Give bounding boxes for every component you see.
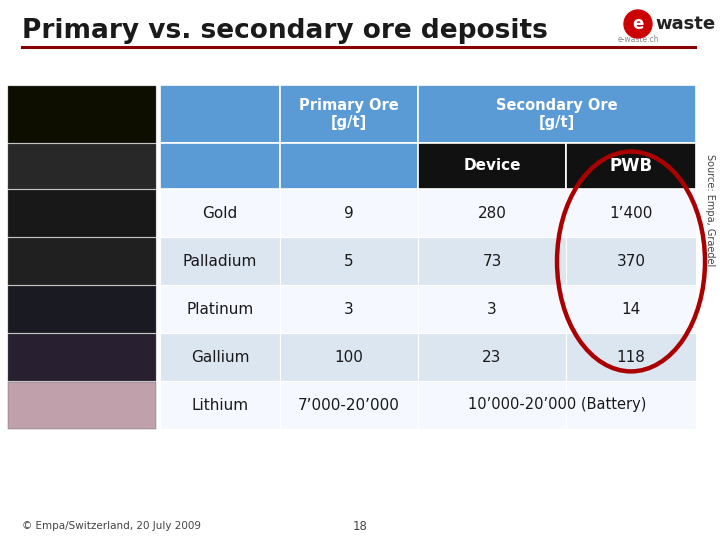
FancyBboxPatch shape	[160, 333, 280, 381]
Text: Palladium: Palladium	[183, 253, 257, 268]
Text: 73: 73	[482, 253, 502, 268]
Text: waste: waste	[655, 15, 715, 33]
FancyBboxPatch shape	[280, 189, 418, 237]
Text: 18: 18	[353, 519, 367, 532]
FancyBboxPatch shape	[8, 144, 156, 189]
Text: 370: 370	[616, 253, 646, 268]
FancyBboxPatch shape	[280, 381, 418, 429]
FancyBboxPatch shape	[418, 189, 566, 237]
FancyBboxPatch shape	[418, 85, 696, 143]
Text: 7’000-20’000: 7’000-20’000	[298, 397, 400, 413]
Text: 3: 3	[487, 301, 497, 316]
Text: Gallium: Gallium	[191, 349, 249, 364]
Text: 10’000-20’000 (Battery): 10’000-20’000 (Battery)	[468, 397, 646, 413]
FancyBboxPatch shape	[418, 237, 566, 285]
FancyBboxPatch shape	[160, 85, 280, 143]
FancyBboxPatch shape	[8, 382, 156, 429]
Text: 100: 100	[335, 349, 364, 364]
Text: e-waste.ch: e-waste.ch	[617, 35, 659, 44]
Text: 23: 23	[482, 349, 502, 364]
Text: Platinum: Platinum	[186, 301, 253, 316]
FancyBboxPatch shape	[280, 285, 418, 333]
FancyBboxPatch shape	[566, 143, 696, 189]
Text: 5: 5	[344, 253, 354, 268]
Text: 118: 118	[616, 349, 645, 364]
FancyBboxPatch shape	[280, 333, 418, 381]
Text: Lithium: Lithium	[192, 397, 248, 413]
FancyBboxPatch shape	[566, 237, 696, 285]
FancyBboxPatch shape	[160, 143, 280, 189]
FancyBboxPatch shape	[418, 143, 566, 189]
FancyBboxPatch shape	[160, 381, 280, 429]
Text: PWB: PWB	[609, 157, 652, 175]
FancyBboxPatch shape	[566, 189, 696, 237]
Text: e: e	[632, 15, 644, 33]
FancyBboxPatch shape	[418, 333, 566, 381]
FancyBboxPatch shape	[280, 85, 418, 143]
FancyBboxPatch shape	[418, 381, 566, 429]
Text: Source: Empa, Graedel: Source: Empa, Graedel	[705, 154, 715, 266]
Text: Primary Ore
[g/t]: Primary Ore [g/t]	[299, 98, 399, 130]
FancyBboxPatch shape	[160, 237, 280, 285]
FancyBboxPatch shape	[566, 285, 696, 333]
FancyBboxPatch shape	[160, 189, 280, 237]
Text: Secondary Ore
[g/t]: Secondary Ore [g/t]	[496, 98, 618, 130]
FancyBboxPatch shape	[418, 285, 566, 333]
FancyBboxPatch shape	[160, 285, 280, 333]
Text: © Empa/Switzerland, 20 July 2009: © Empa/Switzerland, 20 July 2009	[22, 521, 201, 531]
FancyBboxPatch shape	[8, 86, 156, 143]
FancyBboxPatch shape	[280, 143, 418, 189]
FancyBboxPatch shape	[566, 333, 696, 381]
Text: 1’400: 1’400	[609, 206, 653, 220]
FancyBboxPatch shape	[8, 286, 156, 333]
Text: Primary vs. secondary ore deposits: Primary vs. secondary ore deposits	[22, 18, 548, 44]
Circle shape	[624, 10, 652, 38]
Text: Gold: Gold	[202, 206, 238, 220]
FancyBboxPatch shape	[8, 238, 156, 285]
FancyBboxPatch shape	[566, 381, 696, 429]
Text: 9: 9	[344, 206, 354, 220]
FancyBboxPatch shape	[280, 237, 418, 285]
Text: Device: Device	[463, 159, 521, 173]
FancyBboxPatch shape	[8, 190, 156, 237]
FancyBboxPatch shape	[8, 334, 156, 381]
Text: 3: 3	[344, 301, 354, 316]
Text: 280: 280	[477, 206, 506, 220]
Text: 14: 14	[621, 301, 641, 316]
